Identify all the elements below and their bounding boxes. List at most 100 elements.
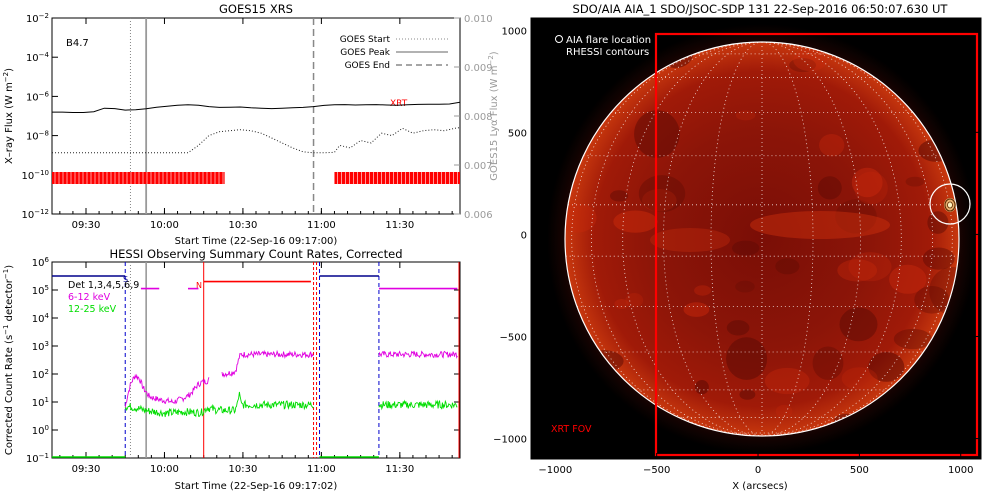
hessi-content [52, 262, 460, 458]
hessi-6-12kev-series [221, 349, 314, 378]
aia-plot-frame [530, 17, 982, 460]
aia-disk-feature [775, 404, 793, 419]
aia-disk-feature [789, 58, 816, 73]
aia-disk-feature [683, 302, 710, 317]
aia-disk-feature [694, 380, 709, 395]
goes-xtick-label: 11:30 [385, 220, 414, 231]
goes-ylabel: X–ray Flux (W m−2) [2, 68, 15, 164]
goes-xrs-series [52, 101, 460, 113]
goes-ytick-right-label: 0.007 [464, 161, 493, 172]
xrt-fov-box [654, 32, 979, 457]
aia-ytick-label: −500 [500, 333, 527, 344]
goes-xtick-label: 09:30 [72, 220, 101, 231]
aia-disk-feature [927, 211, 949, 234]
aia-disk-feature [739, 389, 756, 400]
aia-legend: AIA flare location RHESSI contours [555, 35, 651, 58]
aia-disk-feature [893, 328, 933, 350]
aia-legend-flare: AIA flare location [566, 35, 651, 46]
hessi-ytick-label: 105 [32, 284, 49, 297]
rhessi-contours-inner [947, 201, 953, 209]
aia-disk-feature [839, 307, 878, 342]
hessi-legend-det: Det 1,3,4,5,6,9 [68, 280, 139, 291]
goes-legend: GOES Start GOES Peak GOES End [340, 35, 448, 71]
aia-longitude-line [761, 42, 861, 436]
aia-disk-feature [732, 240, 760, 256]
goes-panel: GOES15 XRS 09:30 10:00 10:30 11:00 11:30 10−2… [2, 2, 500, 247]
aia-disk-feature [735, 280, 755, 293]
aia-disk-feature [812, 346, 844, 380]
goes-ytick-label: 10−8 [26, 130, 49, 143]
aia-panel: SDO/AIA AIA_1 SDO/JSOC-SDP 131 22-Sep-20… [493, 2, 982, 492]
goes-ytick-right-label: 0.006 [464, 210, 493, 221]
hessi-xlabel: Start Time (22-Sep-16 09:17:02) [175, 481, 338, 492]
hessi-ytick-label: 10−1 [26, 452, 49, 465]
goes-ytick-right-label: 0.009 [464, 63, 493, 74]
aia-disk-feature [775, 258, 800, 275]
hessi-ylabel: Corrected Count Rate (s−1 detector−1) [2, 265, 15, 455]
goes-xtick-label: 10:30 [229, 220, 258, 231]
goes-legend-start: GOES Start [340, 35, 391, 45]
hessi-plot-frame [51, 261, 461, 459]
aia-disk-feature [851, 167, 883, 198]
goes-lya-series [52, 127, 460, 154]
aia-disk-feature [835, 199, 877, 234]
aia-legend-rhessi: RHESSI contours [566, 47, 649, 58]
hessi-ytick-label: 106 [32, 256, 50, 269]
goes-legend-end: GOES End [345, 61, 390, 71]
aia-limb-circle [564, 41, 960, 437]
goes-ytick-right-label: 0.008 [464, 112, 493, 123]
hessi-ytick-label: 100 [32, 424, 49, 437]
aia-xtick-label: 1000 [948, 465, 973, 476]
hessi-6-12kev-series [124, 373, 210, 408]
hessi-xtick-label: 11:30 [385, 464, 414, 475]
aia-disk-feature [793, 48, 828, 72]
aia-ytick-label: −1000 [493, 435, 527, 446]
goes-ytick-right-label: 0.010 [464, 14, 493, 25]
hessi-legend-12-25: 12-25 keV [68, 304, 117, 315]
hessi-flag-n: N [196, 281, 202, 290]
goes-xtick-label: 11:00 [307, 220, 336, 231]
goes-ticks: 09:30 10:00 10:30 11:00 11:30 10−2 10−4 10−6 10−… [21, 12, 492, 231]
hessi-xtick-label: 11:00 [307, 464, 336, 475]
goes-ytick-label: 10−6 [26, 90, 50, 103]
aia-disk-feature [610, 190, 629, 202]
aia-longitude-line [663, 42, 763, 436]
aia-xtick-label: 500 [850, 465, 869, 476]
hessi-12-25kev-series [378, 399, 458, 411]
aia-disk-feature [905, 176, 925, 187]
aia-ytick-label: 0 [521, 230, 527, 241]
aia-longitude-line [571, 42, 763, 436]
aia-disk-feature [625, 293, 644, 308]
aia-disk-feature [819, 134, 845, 157]
hessi-ytick-label: 103 [32, 340, 49, 353]
goes-ytick-label: 10−12 [21, 208, 49, 221]
aia-active-region [750, 211, 890, 239]
aia-disk-feature [642, 189, 677, 212]
aia-disk-feature [817, 176, 842, 200]
goes-title: GOES15 XRS [219, 2, 293, 16]
aia-lat-lon-grid [565, 42, 959, 436]
aia-ytick-label: 1000 [502, 26, 527, 37]
aia-longitude-line [761, 42, 933, 436]
aia-xtick-label: 0 [755, 465, 761, 476]
goes-xlabel: Start Time (22-Sep-16 09:17:00) [175, 236, 338, 247]
aia-longitude-line [761, 42, 953, 436]
goes-legend-peak: GOES Peak [340, 48, 390, 58]
hessi-panel: HESSI Observing Summary Count Rates, Cor… [2, 247, 461, 492]
goes-xrt-label: XRT [390, 99, 408, 109]
aia-disk-feature [613, 210, 658, 233]
hessi-legend: Det 1,3,4,5,6,9 6-12 keV 12-25 keV [68, 280, 139, 315]
aia-disk-feature [726, 320, 750, 336]
hessi-title: HESSI Observing Summary Count Rates, Cor… [109, 247, 402, 261]
hessi-12-25kev-series [124, 391, 314, 418]
aia-disk-feature [764, 367, 810, 395]
aia-disk-feature [848, 252, 892, 282]
aia-flare-circle [929, 183, 971, 225]
aia-ticks: −1000 −500 0 500 1000 1000 500 0 −500 −1000 [493, 18, 981, 476]
aia-active-region [650, 228, 730, 252]
hessi-ytick-label: 102 [32, 368, 49, 381]
aia-xlabel: X (arcsecs) [732, 481, 788, 492]
aia-disk-feature [854, 171, 888, 205]
goes-content [52, 18, 460, 214]
aia-disk-feature [868, 352, 905, 382]
